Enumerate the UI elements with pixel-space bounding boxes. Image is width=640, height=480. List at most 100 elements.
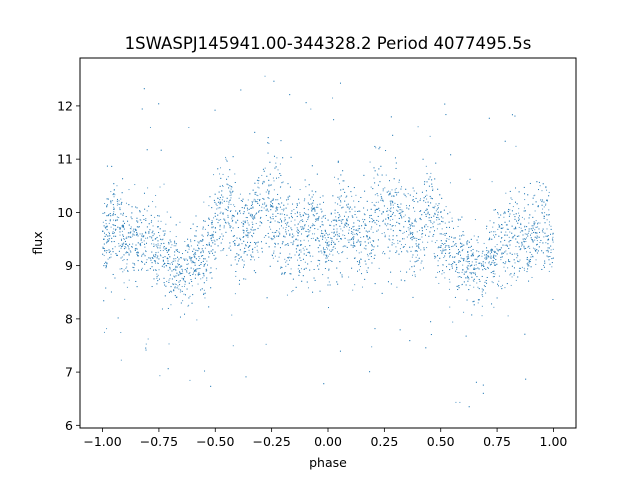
data-point [405, 188, 407, 190]
data-point [244, 247, 246, 249]
data-point [125, 202, 127, 204]
data-point [227, 184, 229, 186]
data-point [117, 226, 119, 228]
data-point [489, 238, 491, 240]
data-point [477, 256, 479, 258]
data-point [423, 200, 425, 202]
data-point [136, 217, 138, 219]
data-point [269, 173, 271, 175]
data-point [195, 253, 197, 255]
data-point [105, 226, 107, 228]
data-point [257, 182, 259, 184]
data-point [457, 285, 459, 287]
data-point [539, 241, 541, 243]
data-point [122, 260, 124, 262]
data-point [168, 241, 170, 243]
data-point [291, 215, 293, 217]
data-point [267, 197, 269, 199]
data-point [192, 294, 194, 296]
data-point [413, 190, 415, 192]
data-point [219, 201, 221, 203]
data-point [300, 240, 302, 242]
data-point [176, 287, 178, 289]
data-point [488, 261, 490, 263]
data-point [381, 174, 383, 176]
data-point [506, 224, 508, 226]
data-point [311, 190, 313, 192]
data-point [221, 194, 223, 196]
data-point [297, 229, 299, 231]
data-point [546, 200, 548, 202]
data-point [230, 186, 232, 188]
data-point [518, 235, 520, 237]
data-point [494, 251, 496, 253]
data-point [193, 255, 195, 257]
data-point [219, 197, 221, 199]
data-point [330, 242, 332, 244]
data-point [362, 221, 364, 223]
data-point [179, 291, 181, 293]
data-point [239, 210, 241, 212]
data-point [222, 213, 224, 215]
data-point [542, 252, 544, 254]
data-point [279, 186, 281, 188]
data-point [511, 276, 513, 278]
data-point [281, 182, 283, 184]
data-point [255, 222, 257, 224]
data-point [310, 108, 312, 110]
data-point [524, 225, 526, 227]
data-point [174, 295, 176, 297]
data-point [218, 238, 220, 240]
data-point [358, 225, 360, 227]
data-point [296, 203, 298, 205]
data-point [534, 222, 536, 224]
data-point [233, 204, 235, 206]
data-point [287, 243, 289, 245]
data-point [164, 284, 166, 286]
data-point [374, 145, 376, 147]
data-point [282, 227, 284, 229]
data-point [325, 254, 327, 256]
data-point [335, 224, 337, 226]
data-point [336, 281, 338, 283]
data-point [131, 235, 133, 237]
data-point [435, 256, 437, 258]
data-point [529, 247, 531, 249]
data-point [524, 226, 526, 228]
data-point [446, 238, 448, 240]
data-point [518, 261, 520, 263]
data-point [392, 195, 394, 197]
data-point [148, 223, 150, 225]
data-point [412, 199, 414, 201]
data-point [422, 241, 424, 243]
data-point [507, 315, 509, 317]
data-point [183, 278, 185, 280]
data-point [126, 251, 128, 253]
data-point [293, 240, 295, 242]
data-point [299, 271, 301, 273]
data-point [254, 182, 256, 184]
data-point [425, 347, 427, 349]
data-point [189, 295, 191, 297]
data-point [458, 272, 460, 274]
data-point [285, 229, 287, 231]
data-point [490, 249, 492, 251]
data-point [415, 256, 417, 258]
data-point [110, 191, 112, 193]
data-point [124, 298, 126, 300]
data-point [145, 261, 147, 263]
data-point [462, 248, 464, 250]
data-point [246, 220, 248, 222]
data-point [534, 248, 536, 250]
data-point [137, 220, 139, 222]
data-point [374, 194, 376, 196]
data-point [194, 277, 196, 279]
data-point [141, 233, 143, 235]
data-point [437, 247, 439, 249]
data-point [366, 271, 368, 273]
data-point [307, 213, 309, 215]
data-point [126, 286, 128, 288]
data-point [545, 187, 547, 189]
data-point [243, 264, 245, 266]
data-point [326, 239, 328, 241]
